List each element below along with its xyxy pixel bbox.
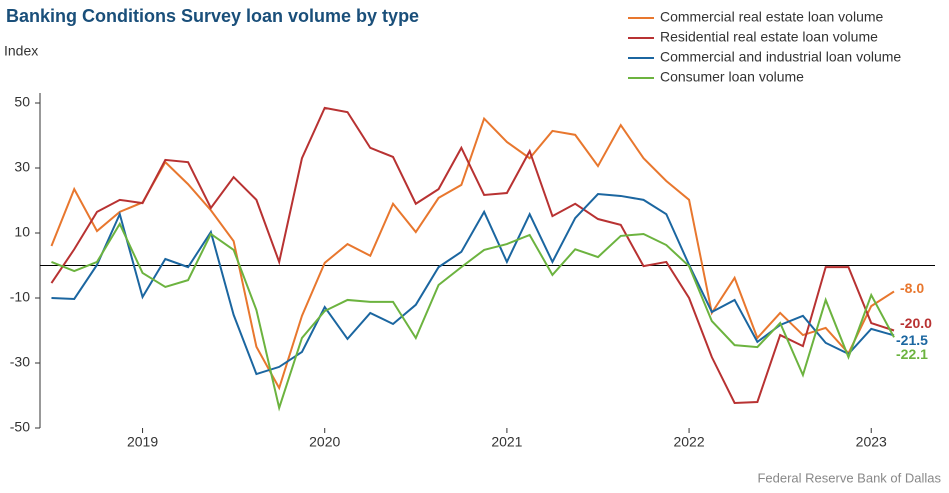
series-line: [50, 106, 895, 405]
end-label: -22.1: [896, 346, 928, 362]
x-tick-label: 2023: [856, 434, 887, 450]
x-tick-label: 2022: [673, 434, 704, 450]
y-tick-label: 30: [14, 159, 30, 175]
end-label: -8.0: [900, 280, 924, 296]
y-tick-label: -50: [10, 419, 30, 435]
y-tick-label: -30: [10, 354, 30, 370]
series-line: [51, 221, 895, 412]
x-tick-label: 2021: [491, 434, 522, 450]
series-line: [50, 116, 895, 391]
end-label: -21.5: [896, 332, 928, 348]
y-tick-label: 10: [14, 224, 30, 240]
legend-label: Residential real estate loan volume: [660, 29, 878, 45]
chart-title: Banking Conditions Survey loan volume by…: [6, 6, 419, 26]
y-tick-label: -10: [10, 289, 30, 305]
y-tick-label: 50: [14, 94, 30, 110]
y-axis-label: Index: [4, 43, 38, 59]
source: Federal Reserve Bank of Dallas: [757, 470, 941, 485]
x-tick-label: 2020: [309, 434, 340, 450]
legend-label: Consumer loan volume: [660, 69, 804, 85]
legend-label: Commercial and industrial loan volume: [660, 49, 901, 65]
x-tick-label: 2019: [127, 434, 158, 450]
legend-label: Commercial real estate loan volume: [660, 9, 884, 25]
series-line: [51, 192, 895, 376]
end-label: -20.0: [900, 315, 932, 331]
